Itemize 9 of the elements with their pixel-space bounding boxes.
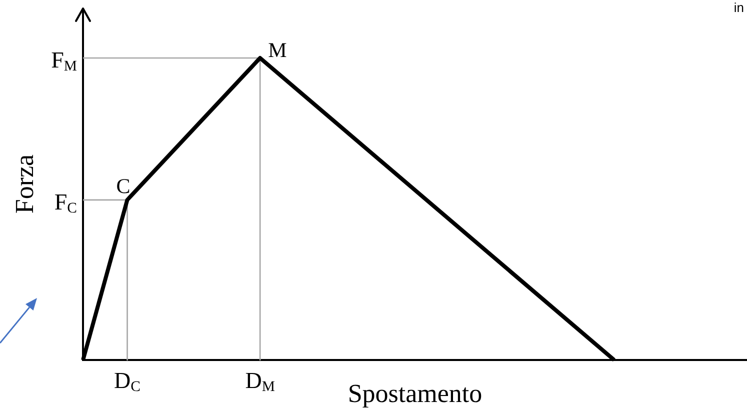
annotation: C bbox=[116, 174, 130, 198]
series-label: F$_{C}$ bbox=[54, 189, 77, 217]
x-axis-title: Spostamento bbox=[348, 379, 482, 408]
x-tick-label: D$_{C}$ bbox=[114, 368, 140, 396]
text: in bbox=[734, 0, 744, 15]
x-tick-label: D$_{M}$ bbox=[245, 368, 275, 396]
y-axis-title: Forza bbox=[10, 154, 39, 214]
series-label: F$_{M}$ bbox=[51, 48, 77, 75]
annotation: M bbox=[268, 38, 287, 62]
